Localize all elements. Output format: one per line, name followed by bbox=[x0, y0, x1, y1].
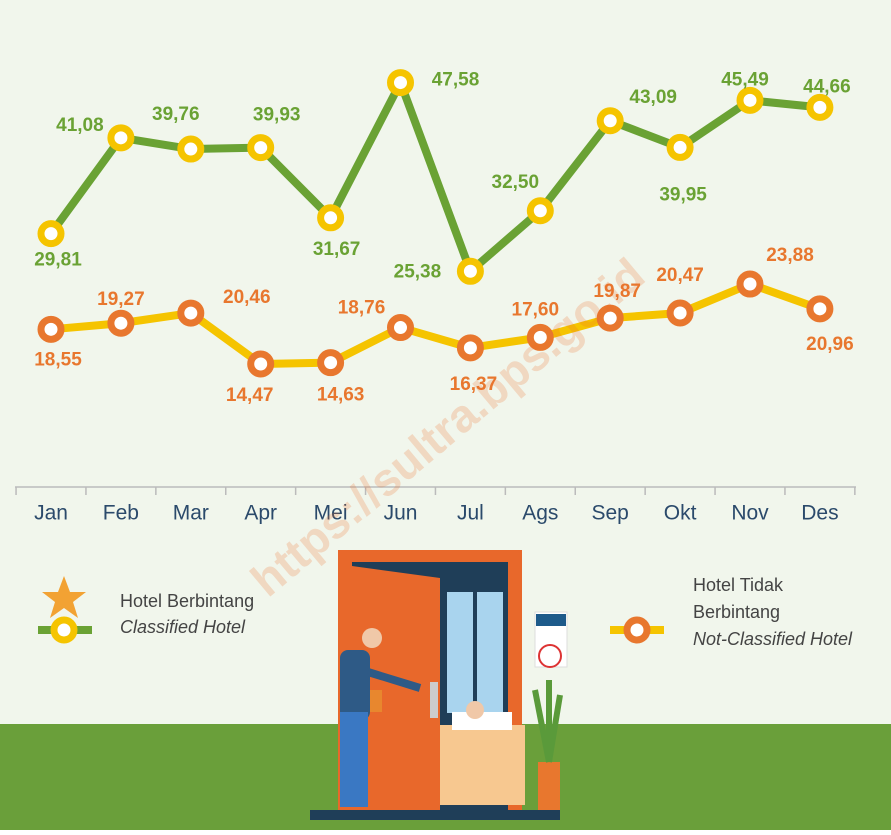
legend-star bbox=[42, 576, 86, 618]
point-marker bbox=[666, 299, 694, 327]
data-label: 17,60 bbox=[512, 299, 560, 320]
data-label: 18,55 bbox=[34, 349, 82, 370]
data-label: 43,09 bbox=[629, 87, 677, 108]
point-marker bbox=[526, 197, 554, 225]
data-label: 45,49 bbox=[721, 69, 769, 90]
point-marker bbox=[387, 314, 414, 342]
data-label: 19,27 bbox=[97, 289, 145, 310]
data-label: 20,46 bbox=[223, 287, 271, 308]
point-marker bbox=[247, 350, 275, 378]
point-marker bbox=[107, 309, 135, 337]
point-marker bbox=[317, 204, 345, 232]
legend-marker bbox=[50, 616, 78, 644]
data-label: 39,76 bbox=[152, 104, 200, 125]
data-label: 29,81 bbox=[34, 250, 82, 271]
data-label: 20,96 bbox=[806, 334, 854, 355]
data-label: 25,38 bbox=[394, 261, 442, 282]
x-tick-label: Jan bbox=[34, 502, 68, 525]
point-marker bbox=[177, 299, 205, 327]
data-label: 41,08 bbox=[56, 115, 104, 136]
data-label: 20,47 bbox=[656, 265, 704, 286]
legend-label: Hotel Tidak Berbintang bbox=[693, 575, 784, 622]
point-marker bbox=[806, 295, 834, 323]
x-tick-label: Jul bbox=[457, 502, 484, 525]
data-label: 44,66 bbox=[803, 76, 851, 97]
legend-marker bbox=[623, 616, 651, 644]
point-marker bbox=[317, 349, 345, 377]
point-marker bbox=[666, 133, 694, 161]
x-tick-label: Feb bbox=[103, 502, 139, 525]
data-label: 31,67 bbox=[313, 239, 361, 260]
point-marker bbox=[736, 86, 764, 114]
point-marker bbox=[806, 93, 834, 121]
data-label: 47,58 bbox=[432, 70, 480, 91]
legend-label-en: Not-Classified Hotel bbox=[693, 629, 853, 649]
data-label: 18,76 bbox=[338, 298, 386, 319]
data-label: 32,50 bbox=[492, 172, 540, 193]
point-marker bbox=[177, 135, 205, 163]
x-tick-label: Jun bbox=[384, 502, 418, 525]
point-marker bbox=[736, 270, 764, 298]
point-marker bbox=[247, 134, 275, 162]
data-label: 14,47 bbox=[226, 385, 274, 406]
data-label: 14,63 bbox=[317, 385, 365, 406]
data-label: 16,37 bbox=[450, 374, 498, 395]
legend-label: Hotel Berbintang bbox=[120, 591, 254, 611]
point-marker bbox=[526, 323, 554, 351]
x-tick-label: Mar bbox=[173, 502, 209, 525]
data-label: 39,93 bbox=[253, 105, 301, 126]
legend: Hotel Berbintang Classified Hotel Hotel … bbox=[38, 575, 853, 649]
data-label: 23,88 bbox=[766, 245, 814, 266]
x-tick-label: Des bbox=[801, 502, 838, 525]
point-marker bbox=[596, 304, 624, 332]
data-label: 19,87 bbox=[593, 281, 641, 302]
point-marker bbox=[456, 257, 484, 285]
x-tick-label: Apr bbox=[244, 502, 277, 525]
x-tick-label: Sep bbox=[592, 502, 629, 525]
point-marker bbox=[596, 107, 624, 135]
illustration bbox=[310, 550, 568, 820]
point-marker bbox=[107, 124, 135, 152]
data-label: 39,95 bbox=[659, 184, 707, 205]
point-marker bbox=[456, 334, 484, 362]
x-tick-label: Mei bbox=[314, 502, 348, 525]
x-tick-label: Nov bbox=[731, 502, 769, 525]
point-marker bbox=[387, 69, 414, 97]
x-tick-label: Okt bbox=[664, 502, 697, 525]
x-tick-label: Ags bbox=[522, 502, 558, 525]
point-marker bbox=[37, 315, 65, 343]
legend-label-en: Classified Hotel bbox=[120, 617, 246, 637]
point-marker bbox=[37, 220, 65, 248]
